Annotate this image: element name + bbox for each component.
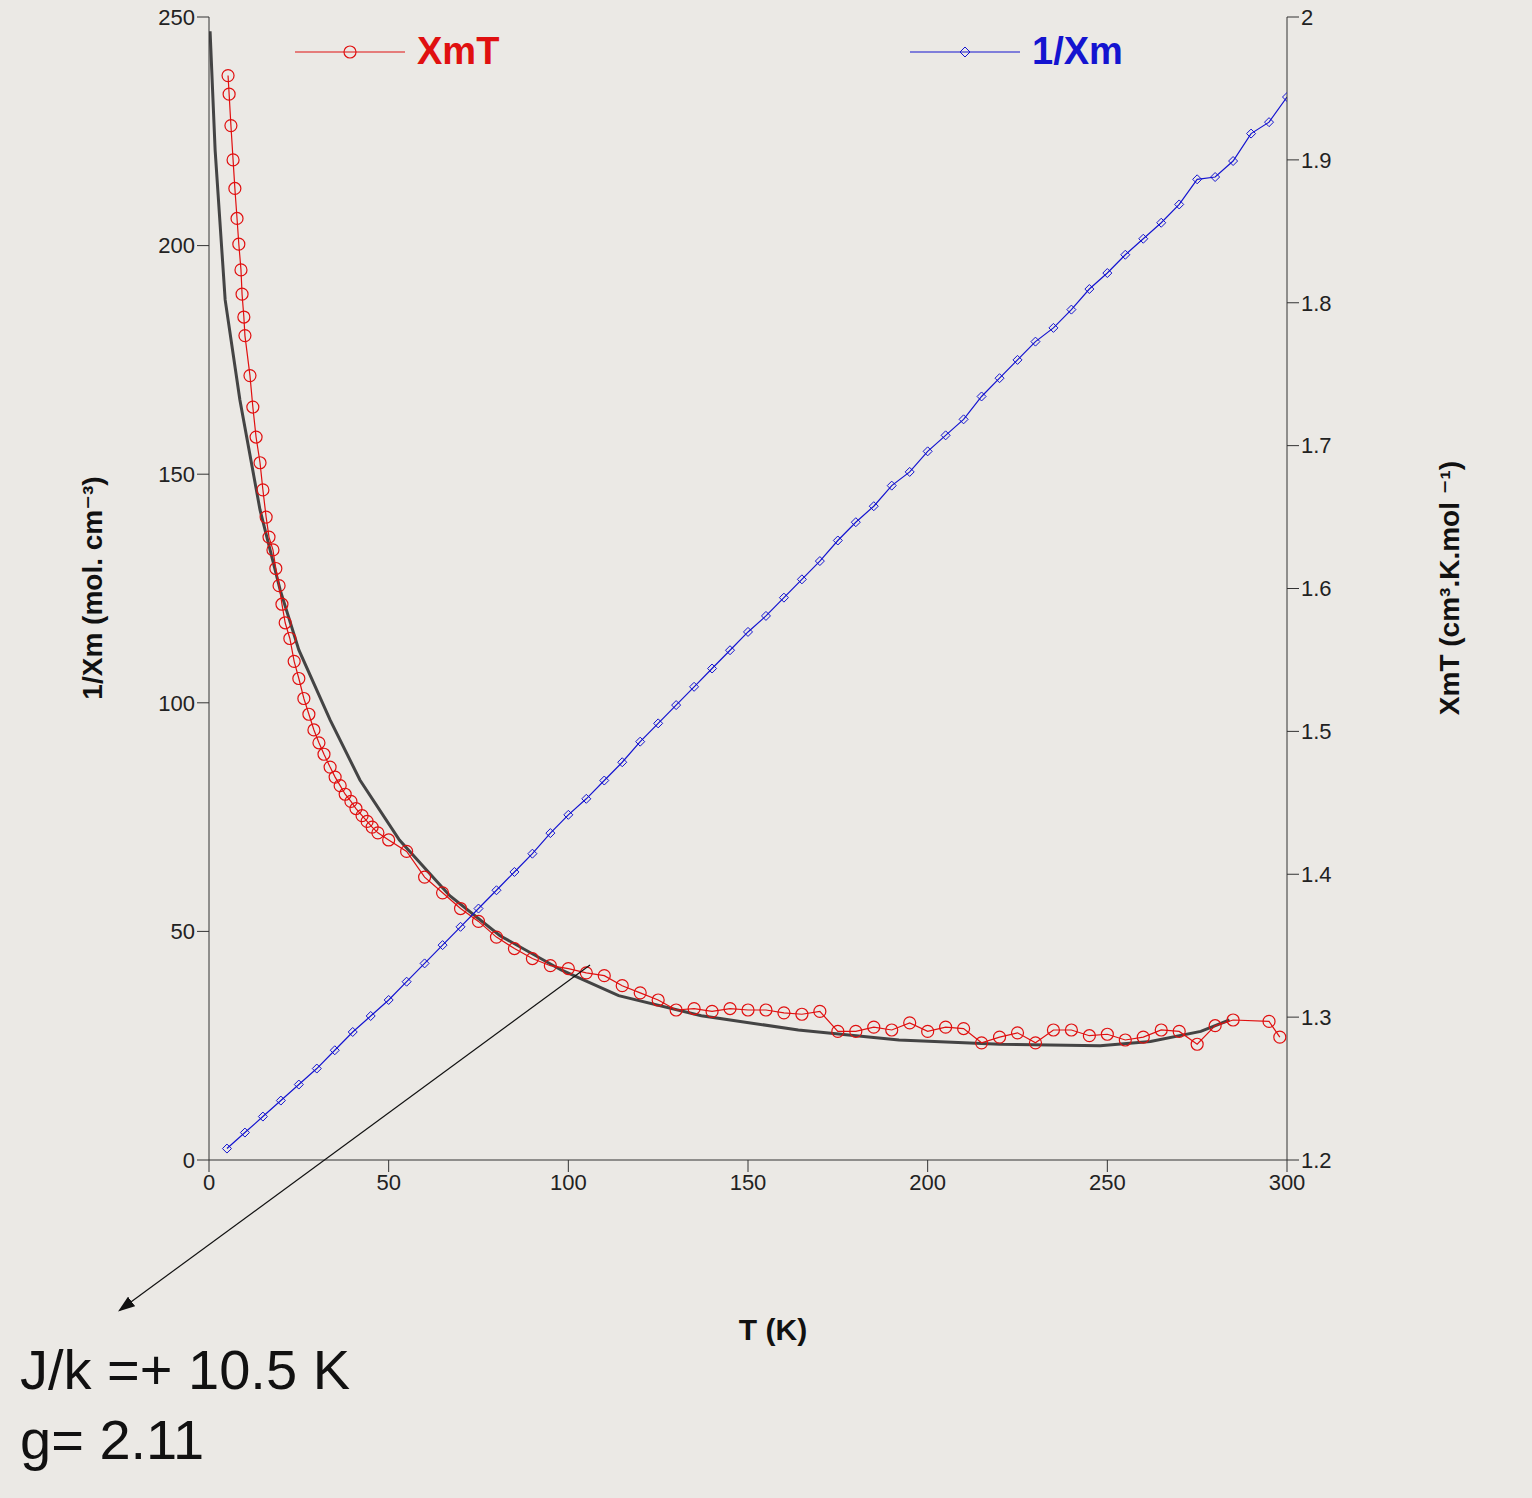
- svg-text:1.3: 1.3: [1301, 1005, 1332, 1030]
- html-text:g= 2.11: g= 2.11: [20, 1408, 205, 1471]
- svg-text:1/Xm (mol. cm⁻³): 1/Xm (mol. cm⁻³): [77, 476, 108, 699]
- svg-text:100: 100: [550, 1170, 587, 1195]
- html-text:1/Xm: 1/Xm: [1032, 30, 1123, 72]
- svg-text:1.5: 1.5: [1301, 719, 1332, 744]
- svg-text:50: 50: [171, 919, 195, 944]
- svg-text:2: 2: [1301, 5, 1313, 30]
- svg-text:200: 200: [158, 233, 195, 258]
- svg-text:T (K): T (K): [739, 1313, 807, 1346]
- svg-text:50: 50: [376, 1170, 400, 1195]
- svg-text:1.9: 1.9: [1301, 148, 1332, 173]
- svg-text:1.4: 1.4: [1301, 862, 1332, 887]
- svg-text:0: 0: [203, 1170, 215, 1195]
- html-text:J/k =+ 10.5 K: J/k =+ 10.5 K: [20, 1338, 350, 1401]
- svg-text:100: 100: [158, 691, 195, 716]
- svg-text:250: 250: [158, 5, 195, 30]
- svg-text:0: 0: [183, 1148, 195, 1173]
- svg-text:1.6: 1.6: [1301, 576, 1332, 601]
- svg-text:150: 150: [158, 462, 195, 487]
- svg-text:200: 200: [909, 1170, 946, 1195]
- html-text:XmT: XmT: [417, 30, 500, 72]
- svg-text:1.2: 1.2: [1301, 1148, 1332, 1173]
- svg-text:150: 150: [730, 1170, 767, 1195]
- svg-text:300: 300: [1269, 1170, 1306, 1195]
- svg-text:250: 250: [1089, 1170, 1126, 1195]
- svg-text:1.7: 1.7: [1301, 433, 1332, 458]
- svg-text:1.8: 1.8: [1301, 291, 1332, 316]
- svg-text:XmT (cm³.K.mol ⁻¹): XmT (cm³.K.mol ⁻¹): [1434, 461, 1465, 715]
